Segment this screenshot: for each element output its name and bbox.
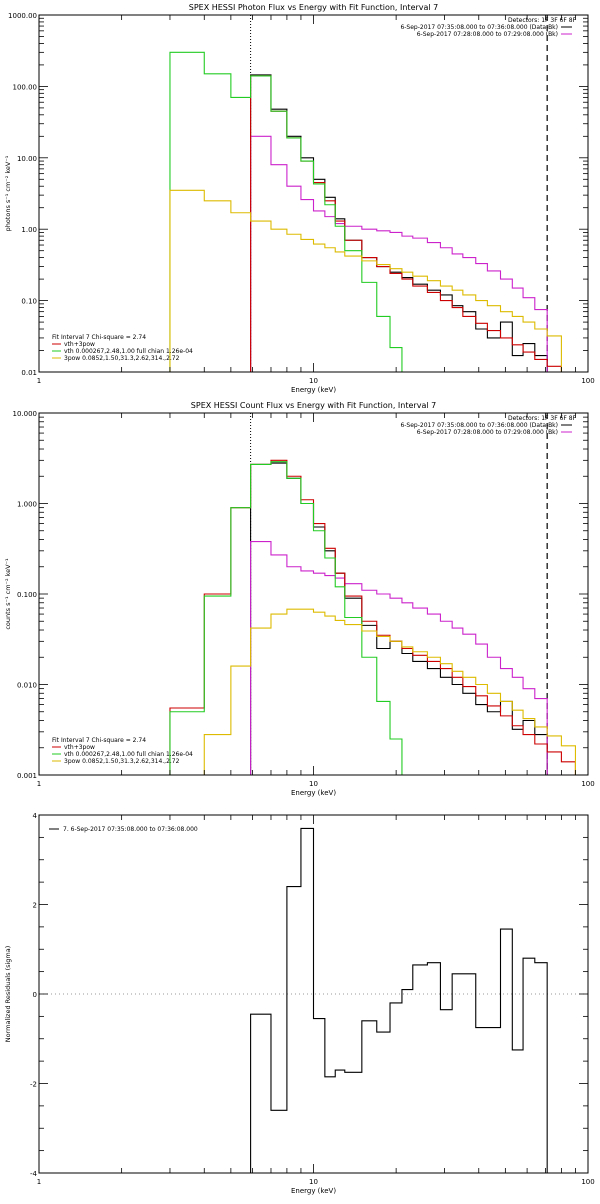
- chart-title: SPEX HESSI Photon Flux vs Energy with Fi…: [189, 3, 439, 12]
- x-tick-label: 1: [37, 780, 41, 788]
- y-tick-label: 0.001: [17, 772, 37, 780]
- legend-data-label: 6-Sep-2017 07:35:08.000 to 07:36:08.000 …: [400, 422, 558, 429]
- series-line-data: [250, 462, 548, 775]
- x-tick-label: 100: [581, 377, 594, 385]
- y-tick-label: 2: [33, 902, 37, 910]
- x-tick-label: 10: [309, 1178, 318, 1186]
- series-line-fit: [250, 75, 562, 372]
- series-line-pow: [169, 608, 576, 775]
- y-tick-label: 1000.00: [8, 12, 37, 20]
- y-tick-label: -2: [30, 1081, 37, 1089]
- legend-bk-label: 6-Sep-2017 07:28:08.000 to 07:29:08.000 …: [417, 31, 558, 38]
- y-tick-label: 0: [33, 991, 37, 999]
- x-axis-label: Energy (keV): [291, 789, 336, 797]
- legend-bk-label: 6-Sep-2017 07:28:08.000 to 07:29:08.000 …: [417, 429, 558, 436]
- series-line-bk: [250, 135, 548, 372]
- plot-panel-1: [38, 14, 589, 373]
- legend-component-label: vth+3pow: [64, 744, 95, 751]
- y-tick-label: -4: [30, 1170, 38, 1178]
- y-axis-label: Normalized Residuals (sigma): [4, 946, 12, 1043]
- series-group: [250, 827, 548, 1173]
- legend-component-label: vth 0.000267,2.48,1.00 full chian 1.26e-…: [64, 348, 193, 355]
- series-group: [169, 51, 562, 372]
- series-line-pow: [169, 189, 562, 372]
- legend-detectors: Detectors: 1F 3F 6F 8F: [508, 415, 577, 422]
- legend-fit-info: Fit Interval 7 Chi-square = 2.74: [52, 737, 146, 744]
- x-tick-label: 10: [309, 377, 318, 385]
- legend-data-label: 6-Sep-2017 07:35:08.000 to 07:36:08.000 …: [400, 24, 558, 31]
- y-tick-label: 1.00: [21, 226, 37, 234]
- y-tick-label: 0.010: [17, 682, 37, 690]
- x-tick-label: 100: [581, 1178, 594, 1186]
- y-tick-label: 10.000: [13, 410, 38, 418]
- x-tick-label: 1: [37, 377, 41, 385]
- series-line-data: [250, 827, 548, 1173]
- y-tick-label: 100.00: [13, 83, 38, 91]
- legend-component-label: vth+3pow: [64, 341, 95, 348]
- legend-component-label: 3pow 0.0852,1.50,31.3,2.62,314.,2.72: [64, 355, 180, 362]
- y-tick-label: 0.10: [21, 298, 37, 306]
- legend-detectors: Detectors: 1F 3F 6F 8F: [508, 17, 577, 24]
- series-line-data: [250, 74, 548, 372]
- legend-fit-info: Fit Interval 7 Chi-square = 2.74: [52, 334, 146, 341]
- x-tick-label: 1: [37, 1178, 41, 1186]
- series-line-vth: [169, 461, 413, 775]
- x-axis-label: Energy (keV): [291, 386, 336, 394]
- plot-panel-2: [38, 412, 589, 776]
- y-axis-label: photons s⁻¹ cm⁻² keV⁻¹: [4, 155, 12, 231]
- plot-frame: [38, 14, 589, 373]
- x-axis-label: Energy (keV): [291, 1187, 336, 1195]
- plot-panel-3: [38, 814, 589, 1174]
- y-tick-label: 1.000: [17, 501, 37, 509]
- legend-residual-label: 7. 6-Sep-2017 07:35:08.000 to 07:36:08.0…: [63, 826, 198, 833]
- series-line-bk: [250, 540, 548, 775]
- legend-component-label: vth 0.000267,2.48,1.00 full chian 1.26e-…: [64, 751, 193, 758]
- x-tick-label: 10: [309, 780, 318, 788]
- y-tick-label: 4: [33, 812, 38, 820]
- y-axis-label: counts s⁻¹ cm⁻² keV⁻¹: [4, 558, 12, 630]
- plot-frame: [38, 412, 589, 776]
- chart-title: SPEX HESSI Count Flux vs Energy with Fit…: [191, 401, 436, 410]
- x-tick-label: 100: [581, 780, 594, 788]
- y-tick-label: 10.00: [17, 155, 37, 163]
- series-line-vth: [169, 51, 413, 372]
- y-tick-label: 0.01: [21, 369, 37, 377]
- y-tick-label: 0.100: [17, 591, 37, 599]
- legend-component-label: 3pow 0.0852,1.50,31.3,2.62,314.,2.72: [64, 758, 180, 765]
- series-group: [169, 459, 576, 775]
